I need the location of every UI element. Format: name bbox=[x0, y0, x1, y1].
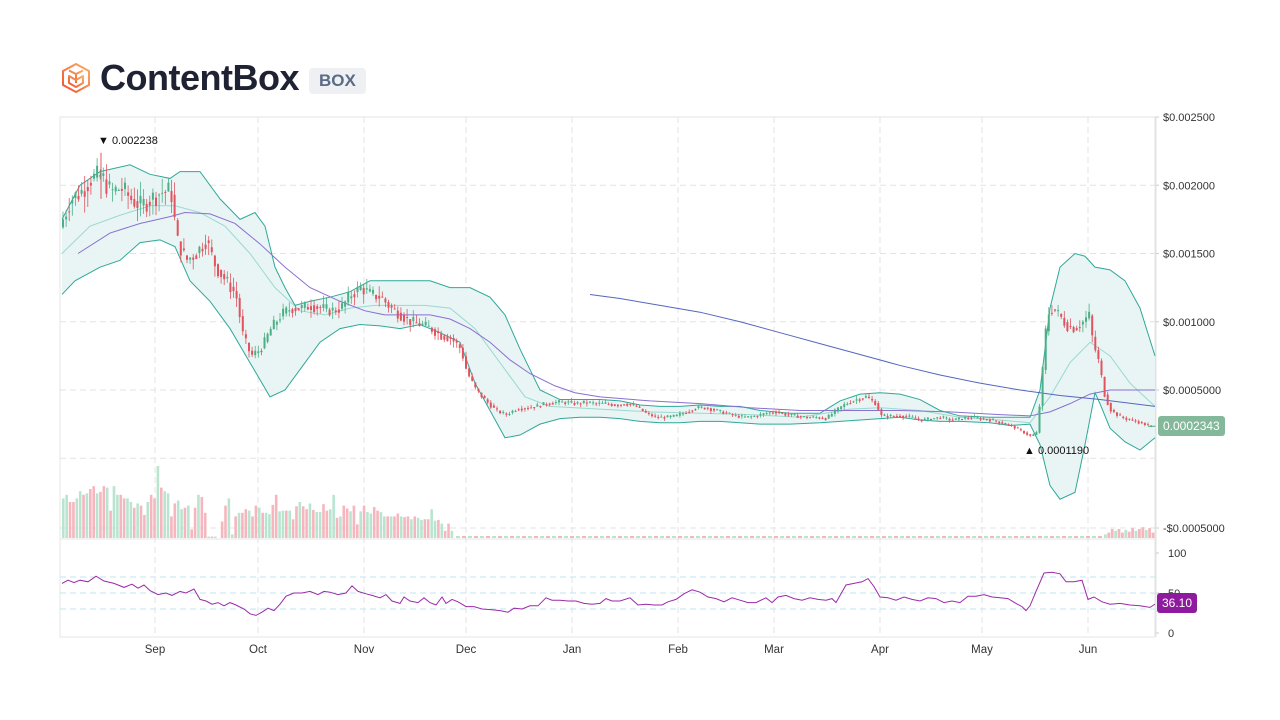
last-price-badge: 0.0002343 bbox=[1158, 416, 1225, 436]
bollinger-mid bbox=[61, 205, 1156, 424]
time-axis-label: Jan bbox=[563, 644, 582, 656]
bollinger-upper bbox=[61, 164, 1156, 418]
bollinger-lower bbox=[61, 239, 1156, 500]
rsi-value-badge: 36.10 bbox=[1157, 593, 1198, 613]
page-header: ContentBox BOX bbox=[60, 57, 366, 98]
high-marker: ▼ 0.002238 bbox=[98, 135, 158, 147]
rsi-axis-label: 100 bbox=[1168, 548, 1186, 560]
bollinger-band-fill bbox=[62, 164, 1155, 500]
price-axis-label: $0.002500 bbox=[1163, 112, 1215, 124]
price-axis-label: $0.0005000 bbox=[1163, 385, 1221, 397]
moving-average-short bbox=[77, 212, 1155, 417]
time-axis-label: Mar bbox=[764, 644, 784, 656]
time-axis-label: Nov bbox=[354, 644, 375, 656]
price-axis-label: $0.001500 bbox=[1163, 249, 1215, 261]
price-axis-label: $0.002000 bbox=[1163, 180, 1215, 192]
rsi-line bbox=[61, 571, 1156, 616]
rsi-axis-label: 0 bbox=[1168, 628, 1174, 640]
time-axis-label: Sep bbox=[145, 644, 165, 656]
ticker-badge: BOX bbox=[308, 68, 366, 94]
time-axis-label: Oct bbox=[249, 644, 268, 656]
volume-bars bbox=[62, 466, 1155, 538]
price-axis-label: $0.001000 bbox=[1163, 317, 1215, 329]
box-3d-icon bbox=[62, 63, 90, 93]
chart-frame bbox=[59, 116, 1156, 638]
time-axis-label: Feb bbox=[668, 644, 688, 656]
low-marker: ▲ 0.0001190 bbox=[1024, 445, 1090, 457]
candlesticks bbox=[62, 158, 1153, 437]
moving-average-long bbox=[589, 293, 1156, 407]
time-axis-label: Jun bbox=[1079, 644, 1098, 656]
time-axis-label: Apr bbox=[871, 644, 889, 656]
time-axis-label: Dec bbox=[456, 644, 477, 656]
app-name: ContentBox bbox=[100, 57, 299, 98]
price-axis-label: -$0.0005000 bbox=[1163, 523, 1225, 535]
time-axis-label: May bbox=[971, 644, 993, 656]
